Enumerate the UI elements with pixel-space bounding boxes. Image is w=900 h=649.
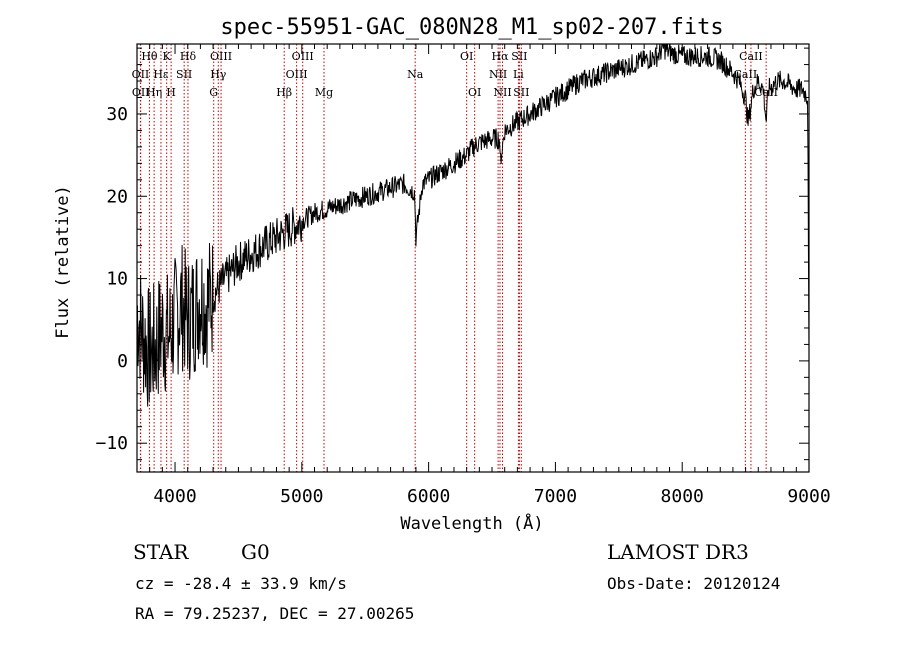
y-axis-ticks: −10 0 10 20 30 bbox=[95, 47, 809, 461]
marker-label: OIII bbox=[286, 68, 308, 81]
marker-label: H bbox=[166, 86, 176, 99]
x-tick-label: 5000 bbox=[280, 486, 323, 507]
marker-label: CaII bbox=[739, 50, 763, 63]
y-tick-label: 0 bbox=[117, 351, 128, 372]
object-class: STAR bbox=[133, 540, 189, 564]
object-subclass: G0 bbox=[241, 540, 270, 564]
marker-label: Mg bbox=[315, 86, 333, 99]
marker-label: OI bbox=[468, 86, 481, 99]
marker-label: CaII bbox=[754, 86, 778, 99]
obs-date: Obs-Date: 20120124 bbox=[607, 574, 780, 593]
x-tick-label: 6000 bbox=[407, 486, 450, 507]
coordinates: RA = 79.25237, DEC = 27.00265 bbox=[135, 604, 414, 623]
marker-label: Na bbox=[407, 68, 424, 81]
plot-frame bbox=[136, 43, 810, 473]
marker-label: Hε bbox=[153, 68, 169, 81]
spectrum-line bbox=[137, 44, 809, 407]
marker-label: SII bbox=[511, 50, 527, 63]
marker-label: Hα bbox=[491, 50, 509, 63]
marker-label: K bbox=[163, 50, 172, 63]
y-tick-label: 30 bbox=[106, 104, 128, 125]
marker-label: G bbox=[209, 86, 218, 99]
marker-label: Hδ bbox=[180, 50, 197, 63]
marker-label: Hη bbox=[146, 86, 162, 99]
y-tick-label: 10 bbox=[106, 269, 128, 290]
chart-title: spec-55951-GAC_080N28_M1_sp02-207.fits bbox=[220, 15, 723, 40]
marker-label: SII bbox=[513, 86, 529, 99]
y-tick-label: 20 bbox=[106, 186, 128, 207]
marker-label: Hγ bbox=[210, 68, 227, 81]
marker-label: Li bbox=[513, 68, 524, 81]
marker-label: OIII bbox=[292, 50, 314, 63]
cz-value: cz = -28.4 ± 33.9 km/s bbox=[135, 574, 347, 593]
y-tick-label: −10 bbox=[95, 433, 128, 454]
survey-name: LAMOST DR3 bbox=[607, 540, 749, 564]
x-axis-label: Wavelength (Å) bbox=[400, 512, 543, 534]
marker-label: Hθ bbox=[141, 50, 158, 63]
marker-label: Hβ bbox=[276, 86, 292, 99]
marker-label: OI bbox=[460, 50, 473, 63]
marker-label: OII bbox=[132, 68, 150, 81]
marker-label: NII bbox=[489, 68, 507, 81]
x-axis-ticks: 4000 5000 6000 7000 8000 9000 bbox=[149, 44, 831, 507]
x-tick-label: 7000 bbox=[534, 486, 577, 507]
marker-label: OII bbox=[132, 86, 150, 99]
marker-label: SII bbox=[176, 68, 192, 81]
marker-label: OIII bbox=[210, 50, 232, 63]
y-axis-label: Flux (relative) bbox=[53, 185, 73, 339]
x-tick-label: 8000 bbox=[661, 486, 704, 507]
marker-label: NII bbox=[493, 86, 511, 99]
x-tick-label: 4000 bbox=[153, 486, 196, 507]
x-tick-label: 9000 bbox=[787, 486, 830, 507]
